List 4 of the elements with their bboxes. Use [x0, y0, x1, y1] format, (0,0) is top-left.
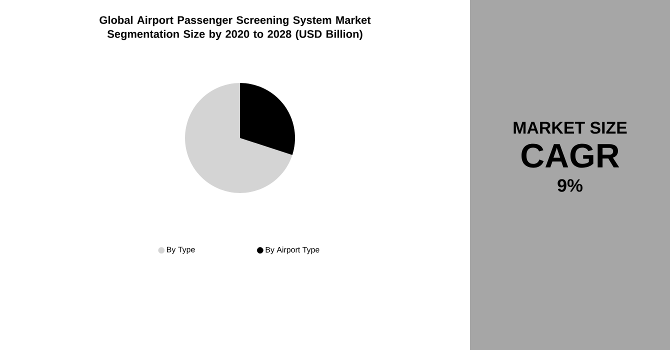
text: CAGR [522, 144, 620, 168]
text: 9% [558, 179, 582, 192]
chart-title: Global Airport Passenger Screening System Market Segmentation Size by 2020 to 2028 (USD Billion) [100, 16, 371, 40]
text: MARKET SIZE [514, 122, 627, 134]
